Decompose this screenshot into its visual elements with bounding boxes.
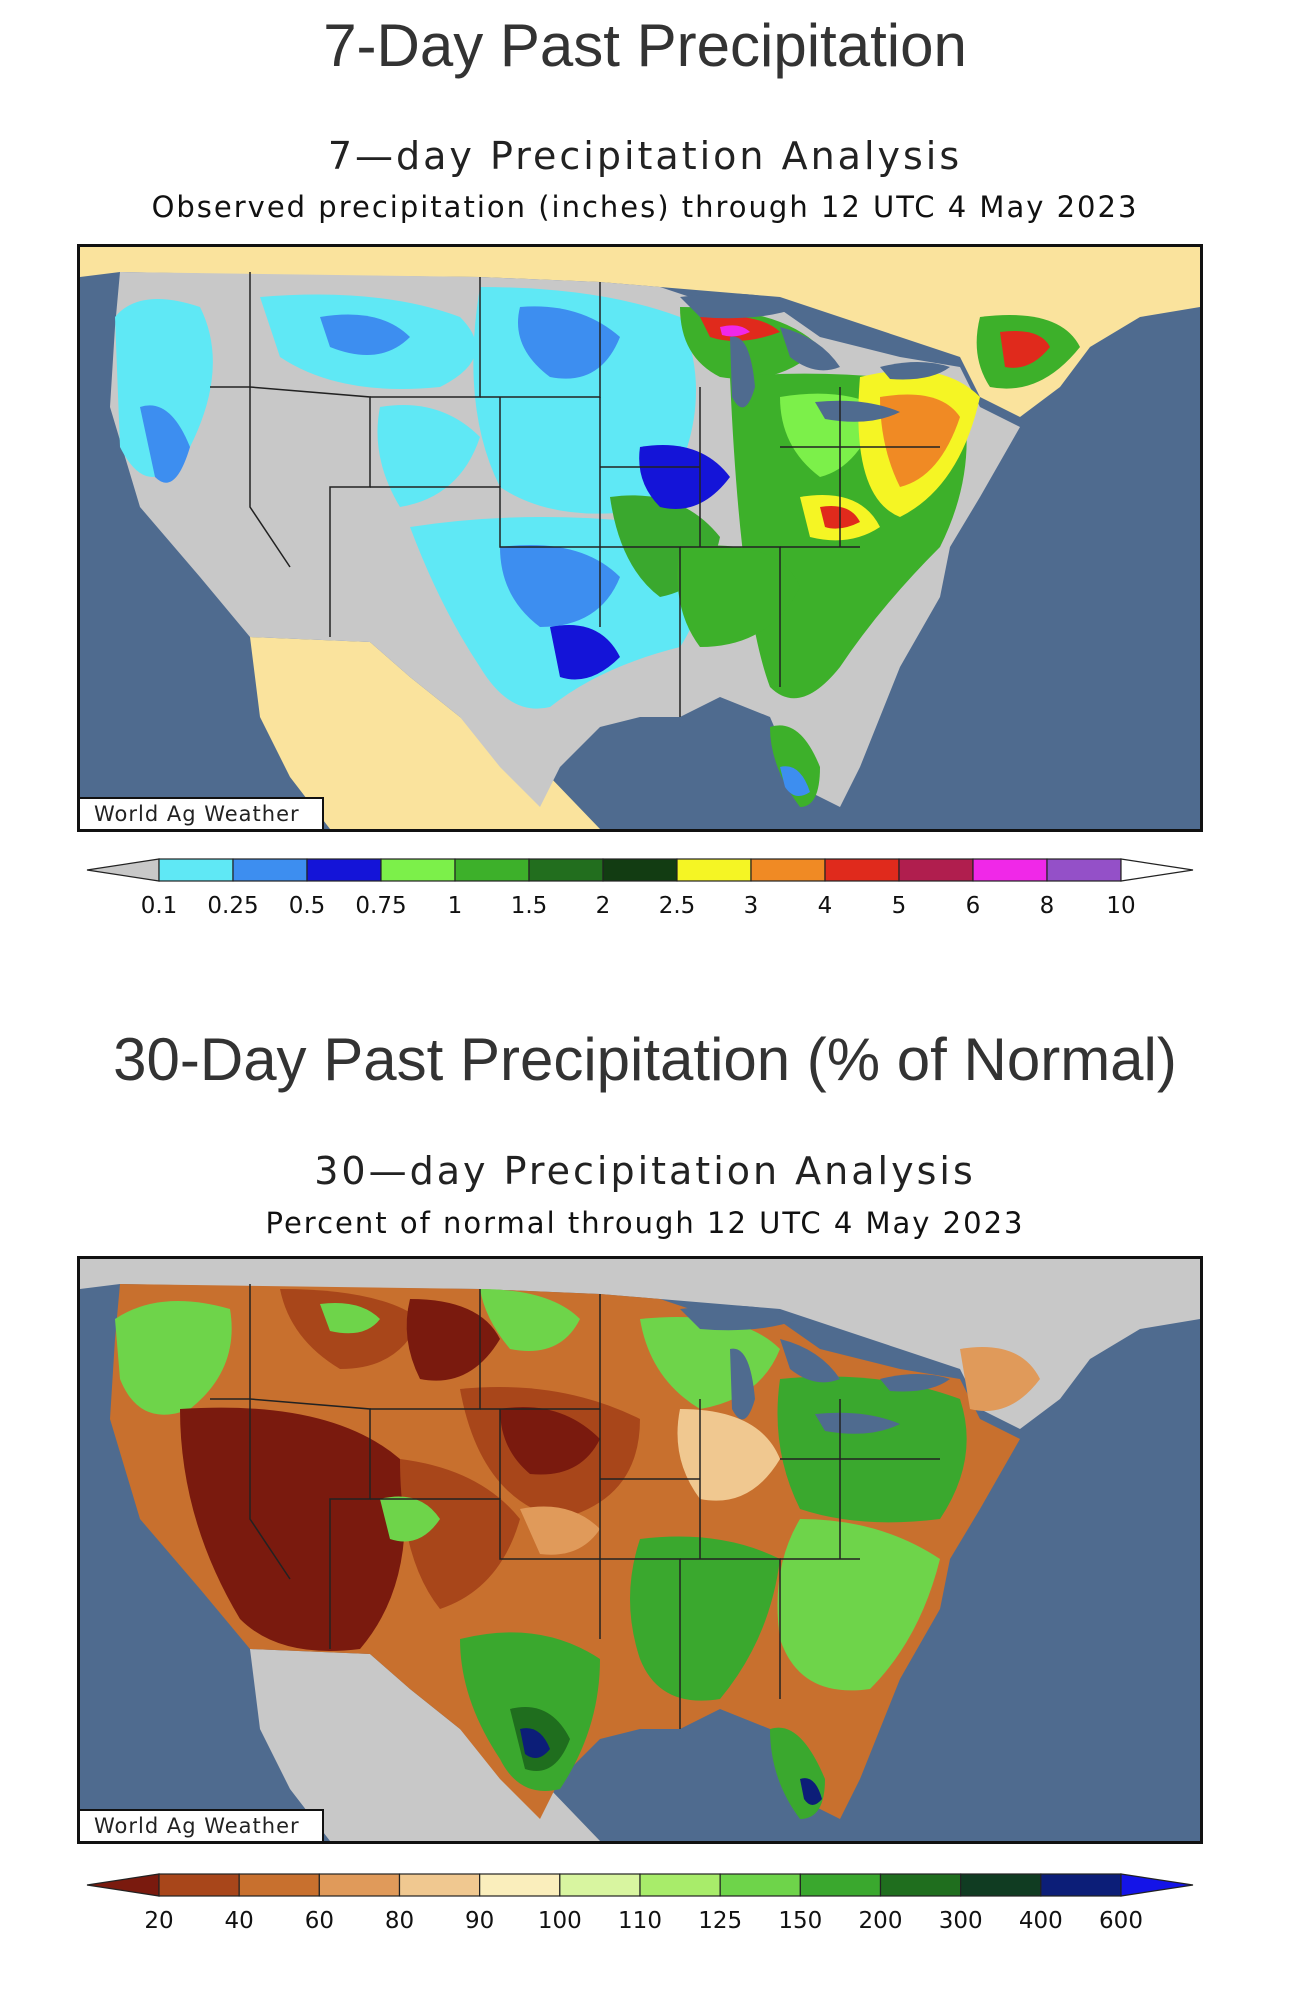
- legend-swatch: [559, 1873, 641, 1897]
- legend-bar-7day: [86, 858, 1194, 882]
- precip-map-7day: World Ag Weather: [77, 244, 1203, 832]
- legend-swatch: [528, 858, 604, 882]
- map-subtitle-7day: Observed precipitation (inches) through …: [151, 190, 1139, 224]
- legend-swatch: [972, 858, 1048, 882]
- legend-swatch: [799, 1873, 882, 1897]
- legend-tick-label: 100: [537, 1908, 582, 1934]
- legend-tick-label: 80: [384, 1908, 415, 1934]
- state-borders: [210, 1284, 940, 1729]
- legend-swatch: [238, 1873, 320, 1897]
- legend-tick-label: 600: [1099, 1908, 1143, 1934]
- legend-tick-label: 2.5: [658, 893, 696, 919]
- legend-swatch: [1040, 1873, 1122, 1897]
- legend-tick-label: 3: [743, 893, 759, 919]
- legend-swatch: [86, 1873, 160, 1897]
- legend-tick-label: 6: [965, 893, 981, 919]
- map-subtitle-30day: Percent of normal through 12 UTC 4 May 2…: [265, 1206, 1025, 1240]
- legend-swatch: [454, 858, 530, 882]
- great-lakes: [680, 1305, 950, 1434]
- legend-tick-label: 2: [595, 893, 611, 919]
- precip-patches-7day: [115, 287, 1080, 807]
- legend-swatch: [602, 858, 678, 882]
- legend-swatch: [1046, 858, 1122, 882]
- legend-tick-label: 0.5: [288, 893, 326, 919]
- legend-swatch: [960, 1873, 1042, 1897]
- canada-land: [80, 247, 1200, 417]
- legend-swatch: [232, 858, 308, 882]
- state-borders: [210, 272, 940, 717]
- legend-tick-label: 8: [1039, 893, 1055, 919]
- legend-swatch: [898, 858, 974, 882]
- canada-land: [80, 1259, 1200, 1429]
- map-graphic-7day: [80, 247, 1200, 829]
- mexico-land: [250, 637, 600, 829]
- legend-30day: 20 40 60 80 90 100 110 125 150 200 300 400 600: [86, 1870, 1194, 1940]
- legend-tick-label: 1.5: [510, 893, 548, 919]
- legend-tick-label: 90: [465, 1908, 495, 1934]
- legend-swatch: [158, 858, 234, 882]
- map-title-30day: 30—day Precipitation Analysis: [314, 1149, 976, 1193]
- credit-label-7day: World Ag Weather: [80, 797, 324, 829]
- precip-map-30day: World Ag Weather: [77, 1256, 1203, 1844]
- legend-tick-label: 200: [858, 1908, 903, 1934]
- legend-tick-label: 150: [778, 1908, 823, 1934]
- legend-swatch: [318, 1873, 401, 1897]
- map-title-7day: 7—day Precipitation Analysis: [327, 134, 963, 178]
- legend-tick-label: 125: [698, 1908, 743, 1934]
- legend-swatch: [479, 1873, 561, 1897]
- section-heading-30day: 30-Day Past Precipitation (% of Normal): [113, 1026, 1177, 1093]
- legend-swatch: [86, 858, 160, 882]
- great-lakes: [680, 293, 950, 422]
- legend-swatch: [719, 1873, 801, 1897]
- legend-tick-label: 40: [224, 1908, 254, 1934]
- legend-tick-label: 4: [817, 893, 833, 919]
- legend-swatch: [1120, 1873, 1194, 1897]
- credit-label-30day: World Ag Weather: [80, 1809, 324, 1841]
- legend-7day: 0.1 0.25 0.5 0.75 1 1.5 2 2.5 3 4 5 6 8 10: [86, 855, 1194, 925]
- legend-swatch: [398, 1873, 481, 1897]
- legend-tick-label: 60: [304, 1908, 334, 1934]
- legend-swatch: [639, 1873, 721, 1897]
- legend-bar-30day: [86, 1873, 1194, 1897]
- legend-swatch: [824, 858, 900, 882]
- legend-swatch: [676, 858, 752, 882]
- legend-swatch: [380, 858, 456, 882]
- legend-swatch: [750, 858, 826, 882]
- map-graphic-30day: [80, 1259, 1200, 1841]
- legend-tick-label: 300: [938, 1908, 983, 1934]
- pct-normal-patches: [115, 1289, 1040, 1819]
- legend-tick-label: 0.25: [207, 893, 259, 919]
- legend-tick-label: 10: [1106, 893, 1136, 919]
- legend-tick-label: 0.1: [140, 893, 178, 919]
- mexico-land: [250, 1649, 600, 1841]
- legend-swatch: [1120, 858, 1194, 882]
- legend-swatch: [879, 1873, 962, 1897]
- section-heading-7day: 7-Day Past Precipitation: [323, 12, 967, 79]
- legend-tick-label: 110: [618, 1908, 662, 1934]
- legend-tick-label: 400: [1018, 1908, 1063, 1934]
- legend-swatch: [158, 1873, 240, 1897]
- legend-tick-label: 0.75: [355, 893, 407, 919]
- legend-swatch: [306, 858, 382, 882]
- legend-tick-label: 5: [891, 893, 907, 919]
- legend-tick-label: 1: [447, 893, 463, 919]
- legend-tick-label: 20: [144, 1908, 174, 1934]
